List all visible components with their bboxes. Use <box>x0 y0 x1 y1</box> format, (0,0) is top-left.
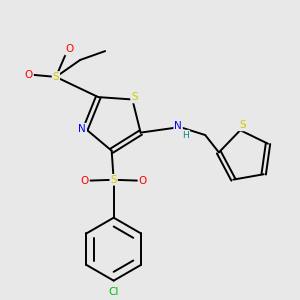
Text: O: O <box>80 176 89 186</box>
Text: O: O <box>25 70 33 80</box>
Text: S: S <box>131 92 138 103</box>
Text: O: O <box>139 176 147 186</box>
Text: Cl: Cl <box>109 287 119 297</box>
Text: S: S <box>52 72 59 82</box>
Text: S: S <box>110 175 117 185</box>
Text: N: N <box>78 124 86 134</box>
Text: O: O <box>65 44 74 55</box>
Text: N: N <box>174 121 182 131</box>
Text: H: H <box>182 130 189 140</box>
Text: S: S <box>239 120 246 130</box>
